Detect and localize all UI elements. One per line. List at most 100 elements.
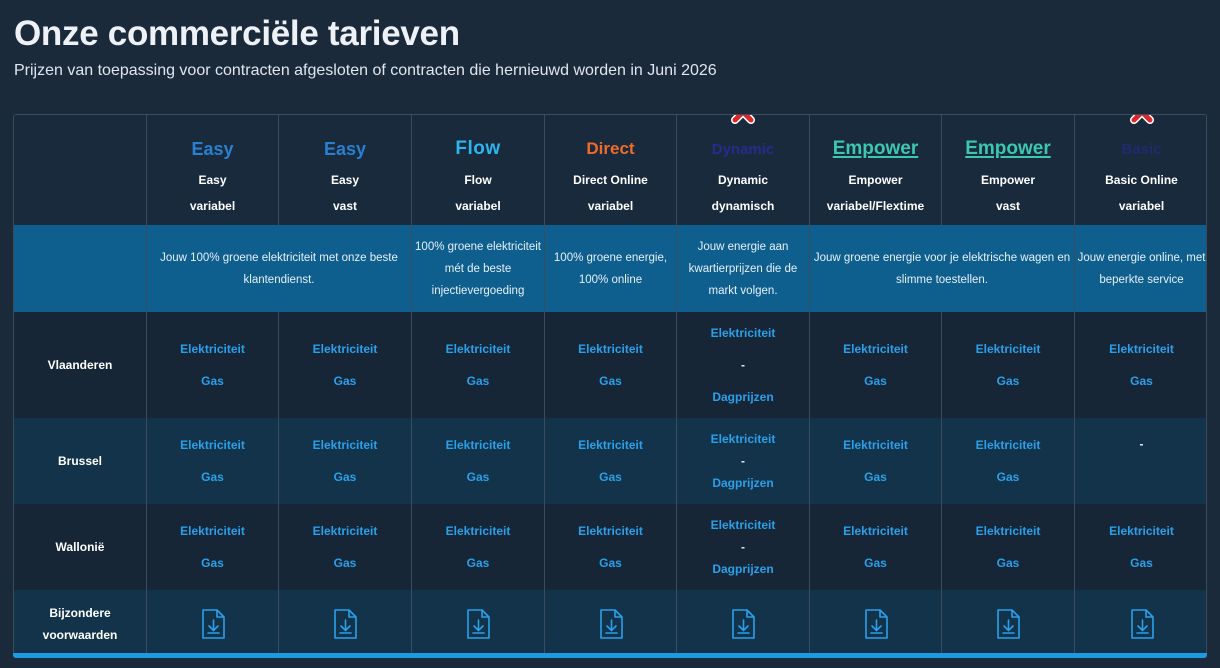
product-name: Basic Online [1105,173,1178,187]
cell-wallonie-basic: Elektriciteit Gas [1075,504,1206,590]
elektriciteit-link[interactable]: Elektriciteit [710,326,776,340]
description-easy: Jouw 100% groene elektriciteit met onze … [147,225,412,312]
cell-brussel-empower-variabel: Elektriciteit Gas [810,418,942,504]
elektriciteit-link[interactable]: Elektriciteit [180,342,245,356]
cell-vlaanderen-empower-vast: Elektriciteit Gas [942,312,1075,418]
elektriciteit-link[interactable]: Elektriciteit [975,524,1041,538]
cell-wallonie-dynamic: Elektriciteit - Dagprijzen [677,504,810,590]
product-header-flow: Flow Flow variabel [412,115,545,225]
cell-voorwaarden-basic [1075,590,1206,657]
desc-corner [14,225,147,312]
gas-link[interactable]: Gas [996,374,1020,388]
product-header-direct: Direct Direct Online variabel [545,115,677,225]
gas-link[interactable]: Gas [996,556,1020,570]
cell-voorwaarden-easy-variabel [147,590,279,657]
elektriciteit-link[interactable]: Elektriciteit [445,342,511,356]
gas-link[interactable]: Gas [333,556,357,570]
cell-brussel-direct: Elektriciteit Gas [545,418,677,504]
product-type: variabel [189,199,236,213]
gas-link[interactable]: Gas [333,470,357,484]
document-download-icon[interactable] [861,608,891,640]
cell-voorwaarden-dynamic [677,590,810,657]
gas-link[interactable]: Gas [333,374,357,388]
dynamic-logo: Dynamic [711,140,775,158]
elektriciteit-link[interactable]: Elektriciteit [312,342,378,356]
cell-vlaanderen-direct: Elektriciteit Gas [545,312,677,418]
document-download-icon[interactable] [728,608,758,640]
elektriciteit-link[interactable]: Elektriciteit [180,524,245,538]
gas-link[interactable]: Gas [201,470,224,484]
gas-link[interactable]: Gas [599,470,622,484]
cell-brussel-easy-vast: Elektriciteit Gas [279,418,412,504]
elektriciteit-link[interactable]: Elektriciteit [445,438,511,452]
dagprijzen-link[interactable]: Dagprijzen [712,390,774,404]
product-type: vast [995,199,1021,213]
dagprijzen-link[interactable]: Dagprijzen [712,476,774,490]
gas-link[interactable]: Gas [1130,556,1153,570]
gas-link[interactable]: Gas [599,556,622,570]
gas-link[interactable]: Gas [864,374,887,388]
gas-link[interactable]: Gas [466,470,490,484]
elektriciteit-link[interactable]: Elektriciteit [578,524,643,538]
description-text: Jouw energie online, met beperkte servic… [1077,251,1206,286]
dagprijzen-link[interactable]: Dagprijzen [712,562,774,576]
unavailable-dash: - [741,358,745,372]
gas-link[interactable]: Gas [466,374,490,388]
elektriciteit-link[interactable]: Elektriciteit [312,524,378,538]
region-label-wallonie: Wallonië [14,504,147,590]
cell-vlaanderen-dynamic: Elektriciteit - Dagprijzen [677,312,810,418]
elektriciteit-link[interactable]: Elektriciteit [710,518,776,532]
description-basic: Jouw energie online, met beperkte servic… [1075,225,1206,312]
product-type: dynamisch [711,199,775,213]
bijzondere-voorwaarden-label: Bijzondere voorwaarden [42,605,118,642]
elektriciteit-link[interactable]: Elektriciteit [975,438,1041,452]
elektriciteit-link[interactable]: Elektriciteit [1109,524,1174,538]
cell-brussel-easy-variabel: Elektriciteit Gas [147,418,279,504]
product-name: Easy [330,173,360,187]
product-name: Flow [464,173,492,187]
description-direct: 100% groene energie, 100% online [545,225,677,312]
document-download-icon[interactable] [1127,608,1157,640]
region-label-bijzondere-voorwaarden: Bijzondere voorwaarden [14,590,147,657]
product-type: variabel [455,199,501,213]
gas-link[interactable]: Gas [201,374,224,388]
document-download-icon[interactable] [993,608,1023,640]
region-label-brussel: Brussel [14,418,147,504]
document-download-icon[interactable] [198,608,228,640]
gas-link[interactable]: Gas [599,374,622,388]
description-flow: 100% groene elektriciteit mét de beste i… [412,225,545,312]
cell-wallonie-empower-vast: Elektriciteit Gas [942,504,1075,590]
product-type: variabel/Flextime [826,199,925,213]
cell-voorwaarden-empower-vast [942,590,1075,657]
elektriciteit-link[interactable]: Elektriciteit [578,438,643,452]
description-empower: Jouw groene energie voor je elektrische … [810,225,1075,312]
elektriciteit-link[interactable]: Elektriciteit [975,342,1041,356]
elektriciteit-link[interactable]: Elektriciteit [180,438,245,452]
description-text: Jouw groene energie voor je elektrische … [813,251,1071,286]
gas-link[interactable]: Gas [864,470,887,484]
cell-voorwaarden-direct [545,590,677,657]
tariff-table: Easy Easy variabel Easy Easy vast Flow F… [13,114,1207,658]
elektriciteit-link[interactable]: Elektriciteit [710,432,776,446]
product-type: variabel [587,199,634,213]
document-download-icon[interactable] [596,608,626,640]
elektriciteit-link[interactable]: Elektriciteit [1109,342,1174,356]
table-bottom-accent-bar [13,653,1207,658]
document-download-icon[interactable] [463,608,493,640]
elektriciteit-link[interactable]: Elektriciteit [843,524,908,538]
gas-link[interactable]: Gas [1130,374,1153,388]
description-text: Jouw 100% groene elektriciteit met onze … [160,251,398,286]
gas-link[interactable]: Gas [201,556,224,570]
cell-vlaanderen-easy-variabel: Elektriciteit Gas [147,312,279,418]
gas-link[interactable]: Gas [466,556,490,570]
cell-voorwaarden-flow [412,590,545,657]
gas-link[interactable]: Gas [864,556,887,570]
elektriciteit-link[interactable]: Elektriciteit [578,342,643,356]
elektriciteit-link[interactable]: Elektriciteit [445,524,511,538]
elektriciteit-link[interactable]: Elektriciteit [843,438,908,452]
elektriciteit-link[interactable]: Elektriciteit [312,438,378,452]
document-download-icon[interactable] [330,608,360,640]
gas-link[interactable]: Gas [996,470,1020,484]
product-type: variabel [1118,199,1165,213]
elektriciteit-link[interactable]: Elektriciteit [843,342,908,356]
